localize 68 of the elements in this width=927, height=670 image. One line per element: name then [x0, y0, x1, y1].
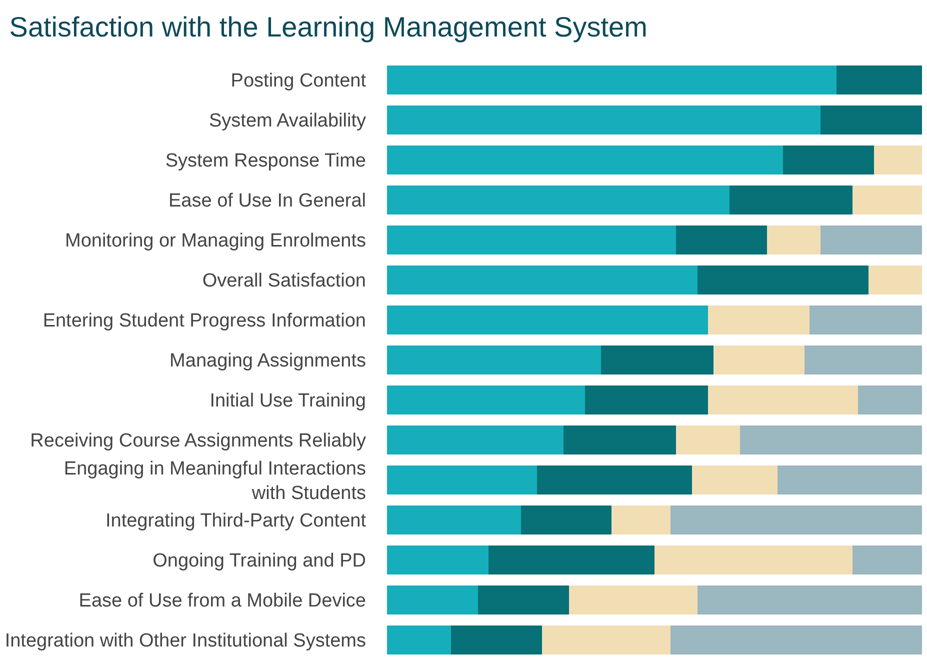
- bar: [387, 386, 585, 414]
- bar: [713, 346, 804, 374]
- bar: [387, 146, 783, 174]
- bar: [387, 66, 836, 94]
- bar: [387, 586, 478, 614]
- chart-title: Satisfaction with the Learning Management System: [9, 11, 648, 42]
- bar: [676, 426, 740, 454]
- bar: [708, 306, 810, 334]
- bar: [654, 546, 852, 574]
- bar: [820, 226, 922, 254]
- bar: [868, 266, 922, 294]
- bar: [697, 586, 922, 614]
- bar: [564, 426, 676, 454]
- y-tick-label: Receiving Course Assignments Reliably: [30, 430, 366, 452]
- bar: [387, 626, 452, 654]
- bar: [612, 506, 671, 534]
- y-tick-label: Initial Use Training: [210, 390, 366, 412]
- bar: [542, 626, 671, 654]
- y-tick-label: Ease of Use from a Mobile Device: [78, 590, 366, 612]
- bar: [488, 546, 654, 574]
- bar: [820, 106, 922, 134]
- bar: [387, 346, 601, 374]
- bar: [520, 506, 612, 534]
- bar: [692, 466, 778, 494]
- bar: [729, 186, 852, 214]
- bar: [536, 466, 692, 494]
- bar: [852, 186, 922, 214]
- bar: [676, 226, 767, 254]
- bar: [568, 586, 698, 614]
- y-tick-label: System Response Time: [165, 150, 366, 172]
- bar: [810, 306, 922, 334]
- y-tick-label: Overall Satisfaction: [202, 270, 366, 292]
- y-tick-label: Managing Assignments: [170, 350, 366, 372]
- bar: [708, 386, 858, 414]
- bar: [804, 346, 922, 374]
- y-tick-label: Ongoing Training and PD: [152, 550, 366, 572]
- y-tick-label: System Availability: [209, 110, 366, 132]
- bar: [387, 266, 698, 294]
- bar: [387, 106, 820, 134]
- bar: [584, 386, 708, 414]
- bar: [670, 626, 922, 654]
- bar: [778, 466, 922, 494]
- bar: [451, 626, 542, 654]
- bar: [387, 506, 521, 534]
- bar: [387, 186, 730, 214]
- bar: [387, 226, 676, 254]
- y-tick-label: Posting Content: [230, 70, 367, 92]
- bar: [740, 426, 922, 454]
- bar: [387, 426, 564, 454]
- bar: [836, 66, 922, 94]
- bar: [387, 306, 708, 334]
- bar: [874, 146, 922, 174]
- bar: [478, 586, 569, 614]
- y-tick-label: Ease of Use In General: [168, 190, 366, 212]
- y-tick-label: Integrating Third-Party Content: [105, 510, 367, 532]
- bar: [766, 226, 820, 254]
- y-tick-label: Entering Student Progress Information: [42, 310, 366, 332]
- y-tick-label: Monitoring or Managing Enrolments: [65, 230, 366, 252]
- bar: [387, 466, 537, 494]
- y-tick-label: Integration with Other Institutional Systems: [4, 630, 366, 652]
- bar: [697, 266, 868, 294]
- bar: [670, 506, 922, 534]
- bar: [601, 346, 714, 374]
- bar: [852, 546, 922, 574]
- bar: [387, 546, 489, 574]
- bar: [858, 386, 922, 414]
- y-tick-label: Engaging in Meaningful Interactions with Students: [64, 458, 366, 504]
- bar: [782, 146, 874, 174]
